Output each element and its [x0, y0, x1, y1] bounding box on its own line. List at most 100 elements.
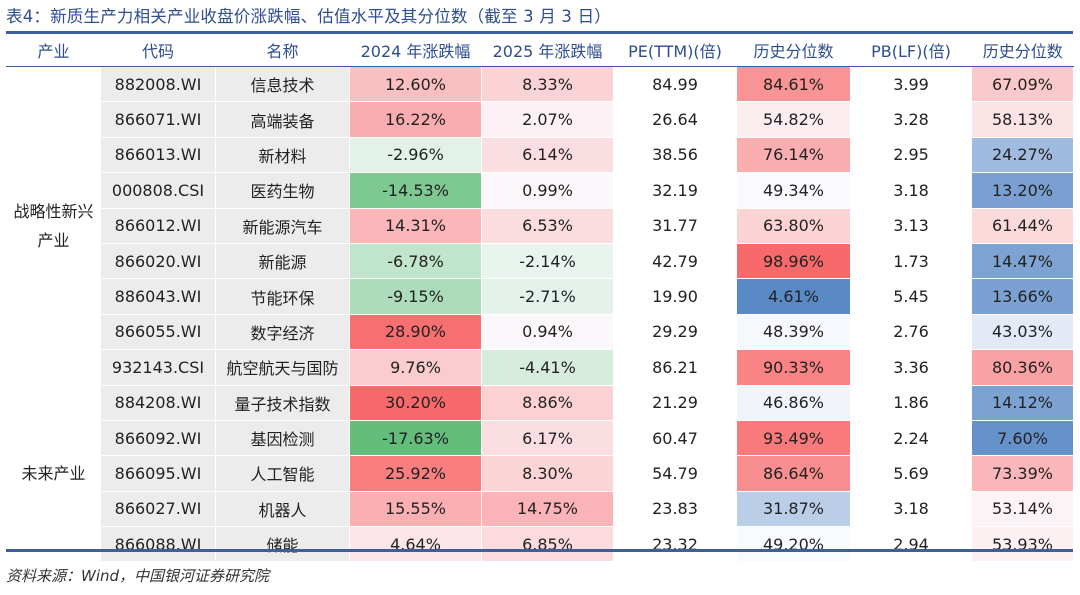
source-note: 资料来源：Wind，中国银河证券研究院 [6, 567, 270, 585]
change-2025-cell: 6.17% [481, 419, 614, 457]
pe-cell: 29.29 [613, 313, 737, 351]
pe-percentile-cell: 63.80% [736, 207, 851, 244]
change-2025-cell: 6.14% [481, 136, 614, 174]
pb-percentile-cell: 14.12% [971, 384, 1074, 421]
table-row: 000808.CSI 医药生物 -14.53% 0.99% 32.19 49.34% 3.1… [7, 172, 1074, 209]
name-cell: 高端装备 [215, 101, 350, 138]
code-cell: 866095.WI [100, 455, 216, 492]
pb-cell: 3.28 [850, 101, 972, 138]
table-row: 866020.WI 新能源 -6.78% -2.14% 42.79 98.96% 1.73 1… [7, 242, 1074, 280]
name-cell: 信息技术 [215, 65, 350, 103]
change-2024-cell: 9.76% [349, 349, 482, 386]
header-industry: 产业 [6, 34, 101, 67]
name-cell: 机器人 [215, 490, 350, 528]
change-2024-cell: -14.53% [349, 172, 482, 209]
change-2025-cell: 8.86% [481, 384, 614, 421]
pb-cell: 2.24 [850, 419, 972, 457]
header-pb-percentile: 历史分位数 [971, 34, 1074, 67]
pe-cell: 32.19 [613, 172, 737, 209]
pe-percentile-cell: 46.86% [736, 384, 851, 421]
pb-percentile-cell: 13.66% [971, 278, 1074, 315]
code-cell: 866088.WI [100, 526, 216, 563]
pe-percentile-cell: 84.61% [736, 65, 851, 103]
pe-percentile-cell: 48.39% [736, 313, 851, 351]
table-body: 战略性新兴产业 882008.WI 信息技术 12.60% 8.33% 84.99 84.6… [6, 65, 1074, 563]
pb-cell: 3.18 [850, 490, 972, 528]
name-cell: 储能 [215, 526, 350, 563]
change-2024-cell: 12.60% [349, 65, 482, 103]
pb-percentile-cell: 53.93% [971, 526, 1074, 563]
table-row: 866055.WI 数字经济 28.90% 0.94% 29.29 48.39% 2.76 4… [7, 313, 1074, 351]
pe-percentile-cell: 98.96% [736, 242, 851, 280]
pb-percentile-cell: 80.36% [971, 349, 1074, 386]
pb-cell: 3.18 [850, 172, 972, 209]
table-row: 866027.WI 机器人 15.55% 14.75% 23.83 31.87% 3.18 5… [7, 490, 1074, 528]
pe-percentile-cell: 49.20% [736, 526, 851, 563]
table-title: 表4：新质生产力相关产业收盘价涨跌幅、估值水平及其分位数（截至 3 月 3 日） [6, 7, 611, 26]
pe-percentile-cell: 4.61% [736, 278, 851, 315]
header-pe: PE(TTM)(倍) [613, 34, 737, 67]
code-cell: 866020.WI [100, 242, 216, 280]
table-row: 866095.WI 人工智能 25.92% 8.30% 54.79 86.64% 5.69 7… [7, 455, 1074, 492]
name-cell: 节能环保 [215, 278, 350, 315]
code-cell: 000808.CSI [100, 172, 216, 209]
change-2025-cell: -4.41% [481, 349, 614, 386]
change-2024-cell: 30.20% [349, 384, 482, 421]
change-2025-cell: 14.75% [481, 490, 614, 528]
pb-percentile-cell: 67.09% [971, 65, 1074, 103]
change-2025-cell: -2.14% [481, 242, 614, 280]
pb-cell: 3.13 [850, 207, 972, 244]
group-label-text: 未来产业 [21, 463, 86, 483]
name-cell: 航空航天与国防 [215, 349, 350, 386]
change-2024-cell: 16.22% [349, 101, 482, 138]
valuation-table: 产业 代码 名称 2024 年涨跌幅 2025 年涨跌幅 PE(TTM)(倍) … [6, 34, 1074, 563]
pb-cell: 2.76 [850, 313, 972, 351]
pe-cell: 86.21 [613, 349, 737, 386]
code-cell: 884208.WI [100, 384, 216, 421]
name-cell: 新材料 [215, 136, 350, 174]
pe-cell: 38.56 [613, 136, 737, 174]
code-cell: 882008.WI [100, 65, 216, 103]
pb-cell: 3.36 [850, 349, 972, 386]
change-2025-cell: 8.33% [481, 65, 614, 103]
pb-cell: 1.86 [850, 384, 972, 421]
pe-cell: 26.64 [613, 101, 737, 138]
name-cell: 新能源汽车 [215, 207, 350, 244]
name-cell: 医药生物 [215, 172, 350, 209]
change-2025-cell: 0.99% [481, 172, 614, 209]
change-2024-cell: -6.78% [349, 242, 482, 280]
pb-cell: 1.73 [850, 242, 972, 280]
code-cell: 866012.WI [100, 207, 216, 244]
code-cell: 886043.WI [100, 278, 216, 315]
pe-percentile-cell: 90.33% [736, 349, 851, 386]
pe-percentile-cell: 86.64% [736, 455, 851, 492]
pb-percentile-cell: 24.27% [971, 136, 1074, 174]
header-pb: PB(LF)(倍) [850, 34, 972, 67]
pe-cell: 42.79 [613, 242, 737, 280]
code-cell: 866027.WI [100, 490, 216, 528]
name-cell: 量子技术指数 [215, 384, 350, 421]
top-rule [6, 31, 1073, 34]
change-2024-cell: -2.96% [349, 136, 482, 174]
pe-cell: 21.29 [613, 384, 737, 421]
pb-percentile-cell: 61.44% [971, 207, 1074, 244]
table-row: 932143.CSI 航空航天与国防 9.76% -4.41% 86.21 90.33% 3… [7, 349, 1074, 386]
pe-cell: 31.77 [613, 207, 737, 244]
name-cell: 新能源 [215, 242, 350, 280]
change-2024-cell: 4.64% [349, 526, 482, 563]
pb-percentile-cell: 73.39% [971, 455, 1074, 492]
pe-cell: 23.83 [613, 490, 737, 528]
pb-percentile-cell: 14.47% [971, 242, 1074, 280]
change-2025-cell: 6.53% [481, 207, 614, 244]
header-pe-percentile: 历史分位数 [736, 34, 851, 67]
table-row: 866071.WI 高端装备 16.22% 2.07% 26.64 54.82% 3.28 5… [7, 101, 1074, 138]
table-row: 未来产业 884208.WI 量子技术指数 30.20% 8.86% 21.29 46.86… [6, 384, 1074, 563]
table-row: 战略性新兴产业 882008.WI 信息技术 12.60% 8.33% 84.99 84.6… [6, 65, 1074, 386]
pb-percentile-cell: 53.14% [971, 490, 1074, 528]
pe-percentile-cell: 49.34% [736, 172, 851, 209]
code-cell: 866055.WI [100, 313, 216, 351]
pe-cell: 84.99 [613, 65, 737, 103]
pb-percentile-cell: 13.20% [971, 172, 1074, 209]
code-cell: 866013.WI [100, 136, 216, 174]
pe-percentile-cell: 54.82% [736, 101, 851, 138]
